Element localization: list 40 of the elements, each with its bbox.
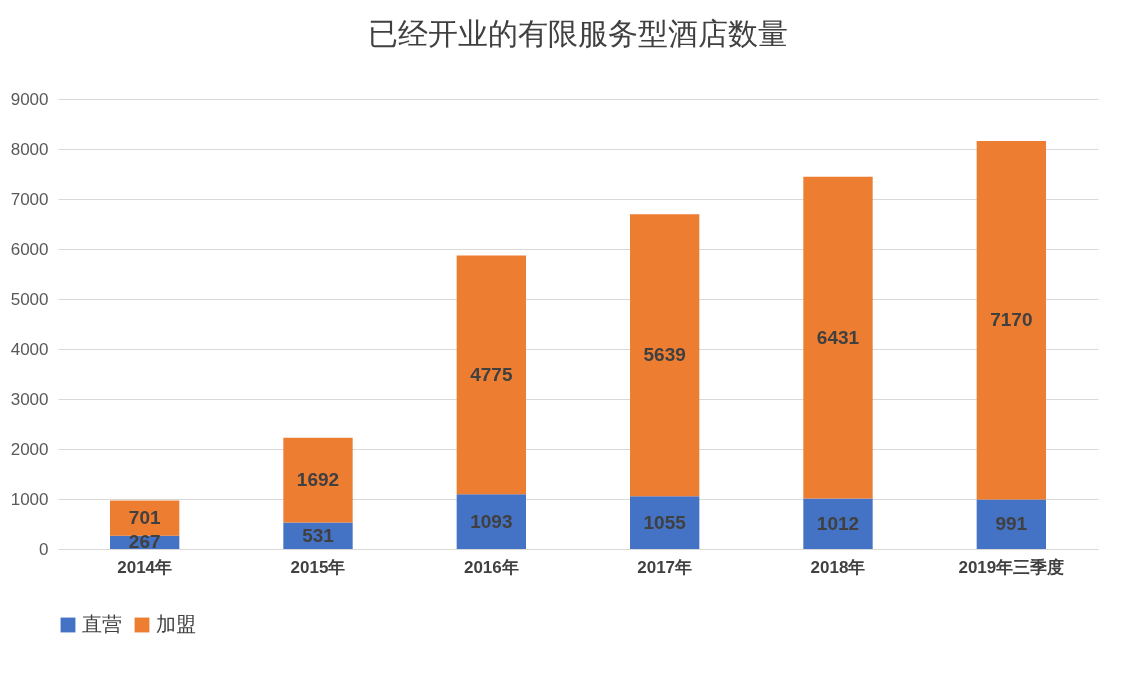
legend-label: 加盟 xyxy=(156,613,196,635)
data-label: 1012 xyxy=(816,512,860,534)
chart-title: 已经开业的有限服务型酒店数量 xyxy=(368,17,788,50)
legend-label: 直营 xyxy=(82,613,122,635)
data-label: 531 xyxy=(302,524,335,546)
x-tick-label: 2014年 xyxy=(117,557,173,577)
y-tick-label: 0 xyxy=(39,539,49,559)
bar xyxy=(803,176,873,499)
bar xyxy=(630,496,700,549)
bar xyxy=(803,498,873,549)
data-label: 991 xyxy=(995,513,1028,535)
bar xyxy=(456,255,526,495)
y-tick-label: 9000 xyxy=(10,89,49,109)
x-tick-label: 2018年 xyxy=(810,557,866,577)
data-label: 1055 xyxy=(643,511,687,533)
bar xyxy=(283,437,353,523)
data-label: 4775 xyxy=(470,363,513,385)
x-tick-label: 2017年 xyxy=(637,557,693,577)
y-tick-label: 1000 xyxy=(10,489,49,509)
y-tick-label: 4000 xyxy=(10,339,49,359)
y-tick-label: 6000 xyxy=(10,239,49,259)
data-label: 701 xyxy=(128,507,161,529)
data-label: 7170 xyxy=(990,309,1033,331)
y-tick-label: 2000 xyxy=(10,439,49,459)
y-tick-label: 8000 xyxy=(10,139,49,159)
bar xyxy=(456,494,526,549)
x-tick-label: 2016年 xyxy=(463,557,519,577)
y-tick-label: 7000 xyxy=(10,189,49,209)
bar xyxy=(976,140,1046,500)
bar xyxy=(630,214,700,497)
y-tick-label: 5000 xyxy=(10,289,49,309)
data-label: 6431 xyxy=(816,326,860,348)
data-label: 1093 xyxy=(470,510,513,532)
x-tick-label: 2015年 xyxy=(290,557,346,577)
data-label: 5639 xyxy=(643,344,686,366)
data-label: 267 xyxy=(128,531,161,553)
x-tick-label: 2019年三季度 xyxy=(958,557,1065,577)
y-tick-label: 3000 xyxy=(10,389,49,409)
bar xyxy=(976,499,1046,549)
data-label: 1692 xyxy=(296,469,340,491)
